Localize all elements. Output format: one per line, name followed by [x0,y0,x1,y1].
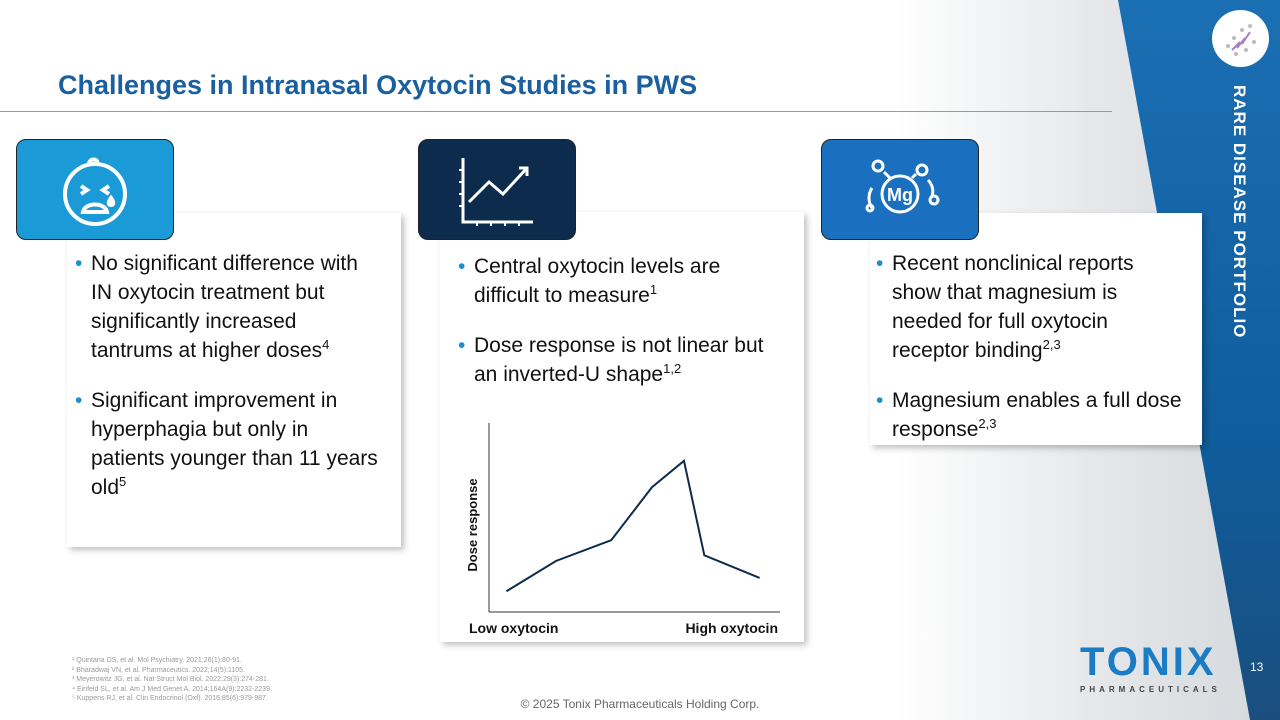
logo-name: TONIX [1080,640,1217,684]
page-number: 13 [1250,660,1264,674]
bullet: No significant difference with IN oxytoc… [75,249,381,365]
logo-sub: PHARMACEUTICALS [1080,685,1221,694]
bullet: Recent nonclinical reports show that mag… [876,249,1188,365]
divider [0,111,1112,112]
footnote: ¹ Quintana DS, et al. Mol Psychiatry. 20… [72,657,242,664]
crying-baby-icon [16,139,174,240]
tonix-logo: TONIX PHARMACEUTICALS [1080,642,1221,695]
y-label: Dose response [465,478,480,571]
footnote: ² Bharadwaj VN, et al. Pharmaceutics. 20… [72,666,246,674]
card-1: No significant difference with IN oxytoc… [67,213,401,547]
svg-text:Mg: Mg [887,185,913,205]
x-label-low: Low oxytocin [469,620,558,636]
series-line [505,458,761,593]
dose-response-chart: Low oxytocin High oxytocin Dose response [460,415,790,640]
dna-icon [1212,10,1269,67]
copyright: © 2025 Tonix Pharmaceuticals Holding Cor… [520,697,760,711]
bullet: Dose response is not linear but an inver… [458,331,784,389]
bullet: Magnesium enables a full dose response2,… [876,386,1188,444]
page-title: Challenges in Intranasal Oxytocin Studie… [58,70,698,100]
footnotes: ¹ Quintana DS, et al. Mol Psychiatry. 20… [72,656,272,704]
section-label: RARE DISEASE PORTFOLIO [1230,85,1249,339]
x-label-high: High oxytocin [685,620,778,636]
footnote: ⁵ Kuppens RJ, et al. Clin Endocrinol (Ox… [72,695,268,702]
footnote: ³ Meyerowitz JG, et al. Nat Struct Mol B… [72,676,269,683]
card-3: Recent nonclinical reports show that mag… [870,213,1202,445]
bullet: Significant improvement in hyperphagia b… [75,386,381,502]
magnesium-icon: Mg [821,139,979,240]
card-2: Central oxytocin levels are difficult to… [440,212,804,642]
footnote: ⁴ Einfeld SL, et al. Am J Med Genet A. 2… [72,685,272,693]
bullet: Central oxytocin levels are difficult to… [458,252,784,310]
line-chart-icon [418,139,576,240]
